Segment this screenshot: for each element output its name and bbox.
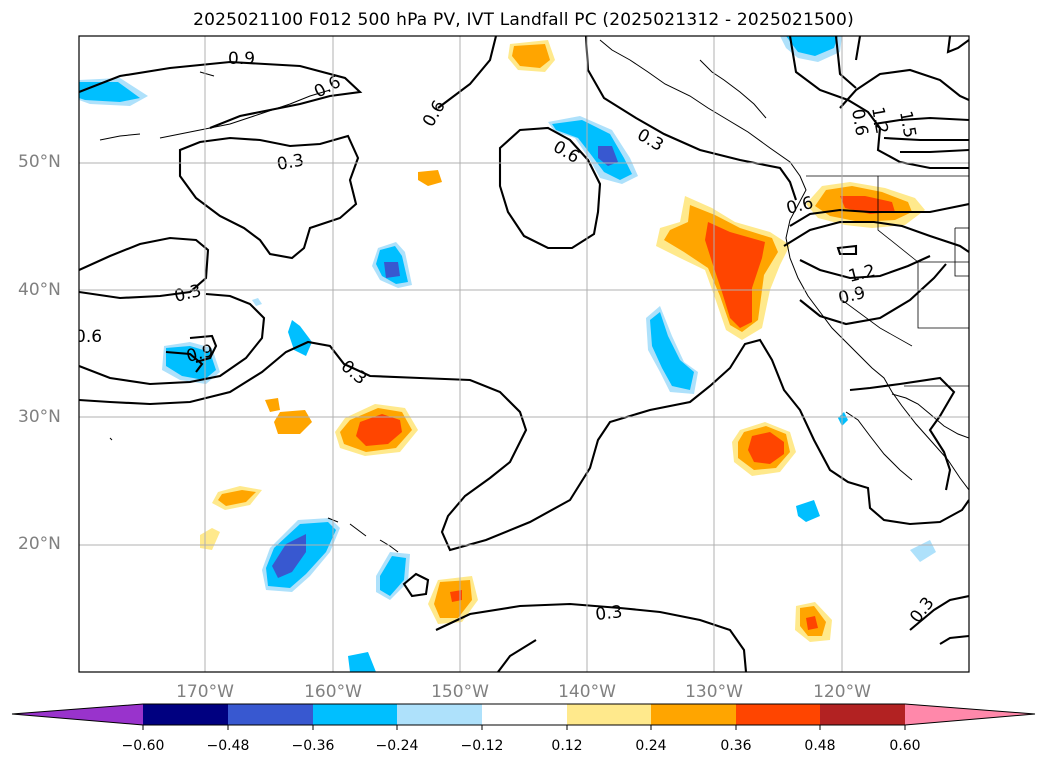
colorbar-extend-max (905, 704, 1035, 725)
map-title: 2025021100 F012 500 hPa PV, IVT Landfall… (193, 10, 854, 30)
colorbar-tick-label: −0.48 (206, 738, 250, 754)
contour-label: 0.6 (75, 327, 102, 347)
contour-label: 0.6 (847, 107, 871, 137)
colorbar-bin (567, 704, 651, 725)
lon-label: 150°W (431, 682, 489, 702)
lon-label: 120°W (813, 682, 871, 702)
colorbar-tick-label: −0.60 (121, 738, 165, 754)
lat-label: 50°N (18, 152, 61, 172)
lon-label: 140°W (558, 682, 616, 702)
colorbar-extend-min (12, 704, 143, 725)
colorbar-tick-label: 0.24 (635, 738, 667, 754)
contour-label: 0.9 (228, 49, 255, 69)
map-frame (78, 35, 970, 673)
colorbar-tick-label: 0.12 (551, 738, 583, 754)
pv-contours (79, 36, 969, 672)
contour-label: 0.3 (594, 602, 623, 625)
positive-anomaly-shading (200, 40, 925, 642)
colorbar-bin (313, 704, 397, 725)
colorbar-tick-label: −0.36 (291, 738, 335, 754)
lat-label: 40°N (18, 280, 61, 300)
colorbar-tick-label: 0.36 (720, 738, 752, 754)
colorbar-tick-label: 0.60 (889, 738, 921, 754)
coastlines (99, 39, 969, 553)
colorbar-bin (651, 704, 736, 725)
lat-label: 30°N (18, 407, 61, 427)
colorbar-bin (482, 704, 567, 725)
lon-label: 160°W (304, 682, 362, 702)
contour-label: 1.5 (895, 109, 919, 139)
lon-label: 130°W (685, 682, 743, 702)
colorbar-tick-label: −0.24 (375, 738, 419, 754)
contour-label: 1.2 (867, 105, 891, 135)
colorbar-bin (228, 704, 313, 725)
colorbar-bin (736, 704, 820, 725)
colorbar-tick-label: −0.12 (460, 738, 504, 754)
colorbar-tick-label: 0.48 (804, 738, 836, 754)
gridlines (79, 36, 969, 672)
lon-label: 170°W (176, 682, 234, 702)
colorbar-bin (820, 704, 905, 725)
negative-anomaly-shading (79, 36, 936, 672)
colorbar-bin (143, 704, 228, 725)
lat-label: 20°N (18, 534, 61, 554)
colorbar (11, 703, 1036, 730)
colorbar-bin (397, 704, 482, 725)
map-background (79, 36, 969, 672)
